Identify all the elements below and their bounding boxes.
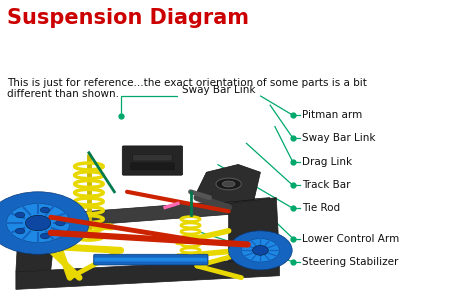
Text: Sway Bar Link: Sway Bar Link <box>302 133 376 143</box>
FancyBboxPatch shape <box>129 162 176 171</box>
Text: Suspension Diagram: Suspension Diagram <box>7 8 249 28</box>
Text: Steering Stabilizer: Steering Stabilizer <box>302 257 399 267</box>
Ellipse shape <box>216 178 241 190</box>
Circle shape <box>0 192 89 254</box>
Circle shape <box>6 203 70 242</box>
Polygon shape <box>197 164 260 203</box>
Polygon shape <box>228 198 280 262</box>
Polygon shape <box>64 198 270 227</box>
Text: Sway Bar Link: Sway Bar Link <box>182 85 256 95</box>
Circle shape <box>15 212 25 218</box>
FancyBboxPatch shape <box>94 254 208 265</box>
FancyBboxPatch shape <box>95 258 207 261</box>
Text: Tie Rod: Tie Rod <box>302 203 340 213</box>
FancyBboxPatch shape <box>122 146 182 175</box>
Circle shape <box>26 215 51 231</box>
FancyBboxPatch shape <box>133 154 172 161</box>
Text: Track Bar: Track Bar <box>302 181 351 190</box>
Circle shape <box>15 228 25 234</box>
Ellipse shape <box>222 181 235 187</box>
Circle shape <box>228 231 292 270</box>
Circle shape <box>55 220 65 226</box>
Circle shape <box>253 246 268 255</box>
Text: Lower Control Arm: Lower Control Arm <box>302 234 400 243</box>
Circle shape <box>241 239 280 262</box>
Circle shape <box>40 207 50 213</box>
Polygon shape <box>16 211 57 272</box>
Polygon shape <box>16 258 280 289</box>
Circle shape <box>40 233 50 239</box>
Text: Drag Link: Drag Link <box>302 157 353 167</box>
Text: This is just for reference...the exact orientation of some parts is a bit
differ: This is just for reference...the exact o… <box>7 78 367 99</box>
Text: Pitman arm: Pitman arm <box>302 110 363 120</box>
